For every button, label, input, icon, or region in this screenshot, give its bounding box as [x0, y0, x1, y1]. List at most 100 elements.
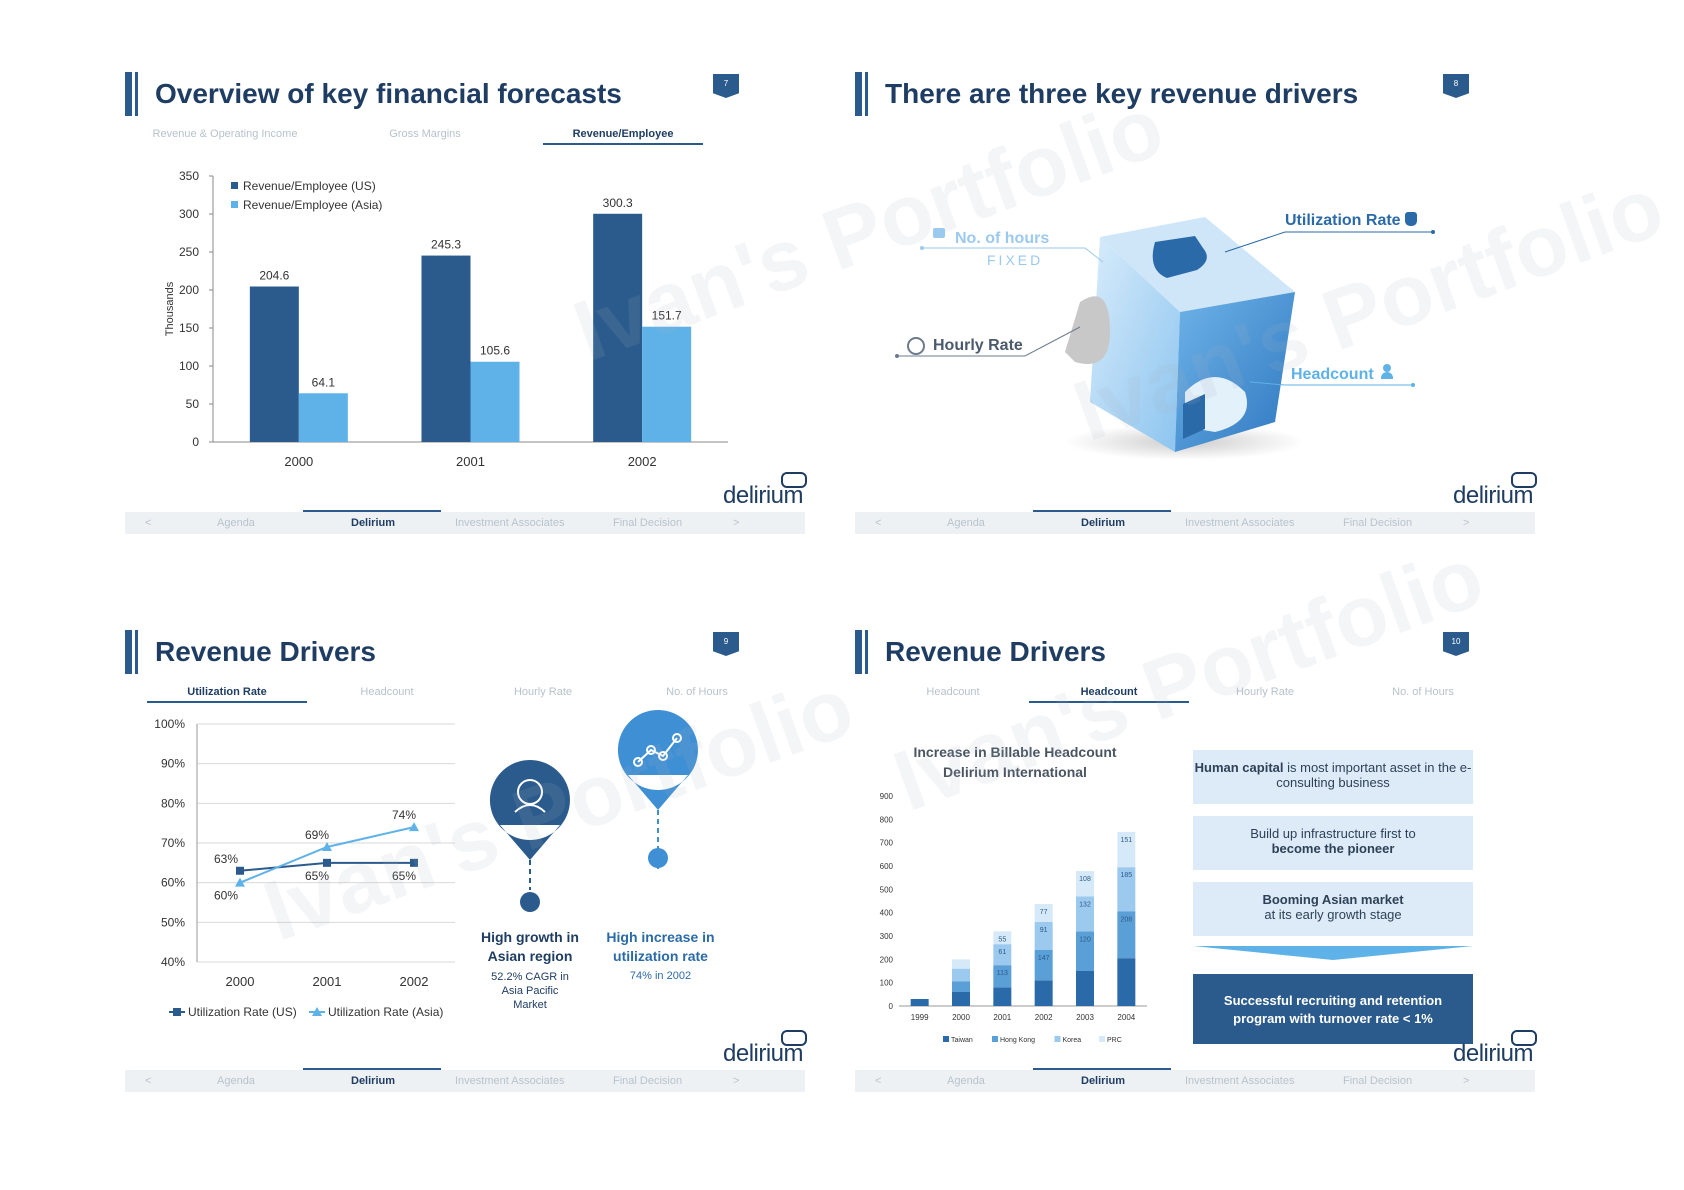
nav-final[interactable]: Final Decision	[1343, 517, 1413, 529]
y-tick-label: 700	[880, 839, 894, 848]
tab-no-of-hours[interactable]: No. of Hours	[666, 686, 728, 698]
stack-segment-taiwan	[1117, 958, 1136, 1006]
hours-label: No. of hours	[955, 230, 1050, 247]
logo-mark-icon	[1511, 472, 1538, 488]
tab-revenue-employee[interactable]: Revenue/Employee	[543, 128, 703, 145]
data-label: 245.3	[431, 238, 461, 252]
legend-label: Utilization Rate (US)	[188, 1005, 297, 1019]
y-tick-label: 100	[179, 359, 199, 373]
billable-headcount-chart: 0 100 200 300 400 500 600 700 800 900 1999 2000 2001…	[880, 792, 1147, 1044]
nav-investment[interactable]: Investment Associates	[455, 1075, 565, 1087]
nav-next[interactable]: >	[733, 1075, 740, 1087]
tab-hourly-rate[interactable]: Hourly Rate	[1235, 686, 1295, 698]
insight-2-line1: Build up infrastructure first to	[1250, 826, 1416, 841]
tab-revenue-operating[interactable]: Revenue & Operating Income	[152, 128, 298, 140]
data-label: 65%	[392, 869, 416, 883]
tab-headcount-2[interactable]: Headcount	[1029, 686, 1189, 703]
nav-next[interactable]: >	[733, 517, 740, 529]
bar-asia	[298, 393, 348, 442]
pin-2-title: High increase in utilization rate	[606, 929, 715, 964]
legend-label: Hong Kong	[1000, 1037, 1035, 1044]
lock-icon	[933, 228, 945, 238]
nav-delirium[interactable]: Delirium	[1081, 1075, 1126, 1087]
nav-active-indicator	[1033, 1068, 1171, 1070]
data-label: 120	[1079, 936, 1091, 943]
trend-icon-node	[646, 745, 656, 755]
nav-prev[interactable]: <	[875, 517, 882, 529]
nav-prev[interactable]: <	[875, 1075, 882, 1087]
y-tick-label: 150	[179, 321, 199, 335]
y-tick-label: 400	[880, 909, 894, 918]
nav-prev[interactable]: <	[145, 1075, 152, 1087]
data-label: 204.6	[259, 269, 289, 283]
connector-dot	[1411, 383, 1415, 387]
trend-icon-node	[633, 757, 643, 767]
conclusion-box: Successful recruiting and retention prog…	[1193, 974, 1473, 1044]
page-title: There are three key revenue drivers	[885, 78, 1359, 109]
title-accent	[855, 630, 862, 674]
data-label: 65%	[305, 869, 329, 883]
nav-agenda[interactable]: Agenda	[217, 1075, 255, 1087]
bar-us	[249, 286, 299, 442]
nav-agenda[interactable]: Agenda	[947, 517, 985, 529]
tab-utilization-rate[interactable]: Utilization Rate	[147, 686, 307, 703]
nav-final[interactable]: Final Decision	[613, 517, 683, 529]
nav-next[interactable]: >	[1463, 1075, 1470, 1087]
stack-segment-taiwan	[910, 999, 929, 1006]
tab-headcount-1[interactable]: Headcount	[926, 686, 980, 698]
connector-util	[1224, 231, 1433, 253]
y-tick-label: 60%	[161, 876, 185, 890]
nav-investment[interactable]: Investment Associates	[1185, 1075, 1295, 1087]
nav-investment[interactable]: Investment Associates	[1185, 517, 1295, 529]
y-tick-label: 300	[179, 207, 199, 221]
tab-gross-margins[interactable]: Gross Margins	[389, 128, 461, 140]
tab-no-of-hours[interactable]: No. of Hours	[1392, 686, 1454, 698]
chart-title: Increase in Billable Headcount Delirium …	[913, 744, 1117, 780]
page-title: Overview of key financial forecasts	[155, 78, 622, 109]
data-label: 113	[997, 970, 1008, 977]
insight-1-text: is most important asset in the e-consult…	[1276, 760, 1472, 790]
connector-headcount	[1249, 381, 1413, 386]
insight-box-2: Build up infrastructure first to become …	[1193, 816, 1473, 870]
delirium-logo: delirium	[1453, 472, 1538, 510]
y-tick-label: 200	[880, 955, 894, 964]
y-tick-label: 40%	[161, 955, 185, 969]
data-label: 105.6	[480, 344, 510, 358]
y-tick-label: 100%	[154, 717, 185, 731]
legend-label: PRC	[1107, 1037, 1122, 1044]
data-label: 61	[998, 949, 1006, 956]
stack-segment-korea	[1076, 896, 1094, 932]
trend-icon-node	[658, 751, 668, 761]
data-point	[236, 866, 244, 875]
nav-investment[interactable]: Investment Associates	[455, 517, 565, 529]
pin-1-dot	[520, 892, 540, 912]
tab-hourly-rate[interactable]: Hourly Rate	[513, 686, 573, 698]
nav-prev[interactable]: <	[145, 517, 152, 529]
nav-agenda[interactable]: Agenda	[947, 1075, 985, 1087]
nav-final[interactable]: Final Decision	[613, 1075, 683, 1087]
insight-3-bold: Booming Asian market	[1262, 892, 1404, 907]
y-tick-label: 250	[179, 245, 199, 259]
puzzle-piece-dark	[1183, 394, 1205, 439]
tab-bar: Revenue & Operating Income Gross Margins…	[145, 128, 745, 148]
nav-delirium[interactable]: Delirium	[351, 1075, 396, 1087]
data-label: 108	[1079, 876, 1091, 883]
insight-box-3: Booming Asian market at its early growth…	[1193, 882, 1473, 936]
slide-1: Overview of key financial forecasts 7 Re…	[125, 72, 808, 542]
legend-swatch	[231, 182, 238, 189]
stack-segment-korea	[952, 968, 970, 982]
legend-label: Revenue/Employee (Asia)	[243, 198, 382, 212]
nav-delirium[interactable]: Delirium	[1081, 517, 1126, 529]
nav-final[interactable]: Final Decision	[1343, 1075, 1413, 1087]
stack-segment-prc	[952, 959, 970, 969]
nav-active-indicator	[303, 1068, 441, 1070]
nav-delirium[interactable]: Delirium	[351, 517, 396, 529]
nav-agenda[interactable]: Agenda	[217, 517, 255, 529]
slide-nav: < Agenda Delirium Investment Associates …	[125, 1068, 805, 1092]
data-label: 77	[1040, 909, 1048, 916]
tab-headcount[interactable]: Headcount	[360, 686, 414, 698]
nav-next[interactable]: >	[1463, 517, 1470, 529]
data-label: 69%	[305, 828, 329, 842]
page-number: 9	[713, 632, 739, 656]
y-tick-label: 90%	[161, 757, 185, 771]
